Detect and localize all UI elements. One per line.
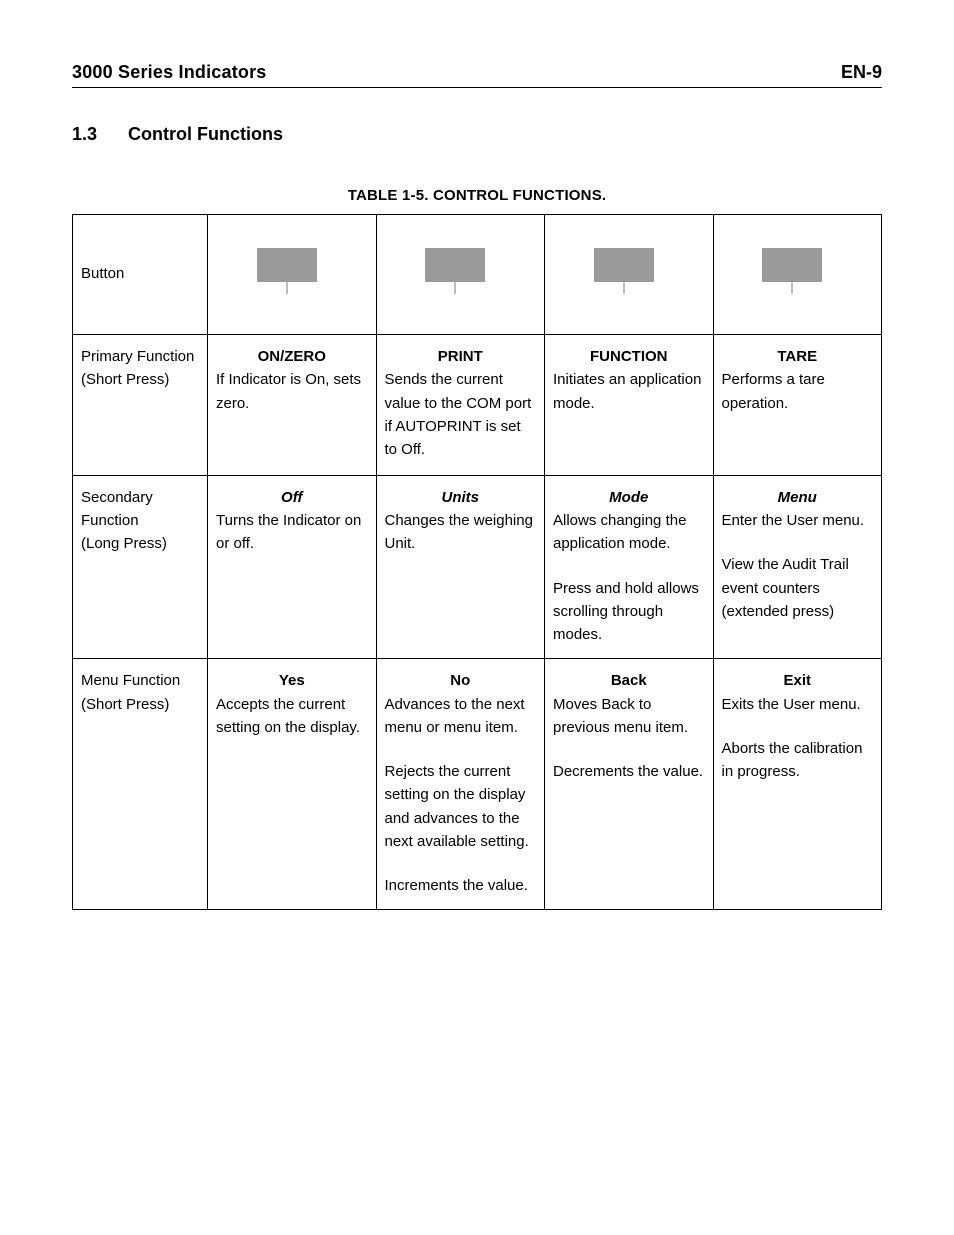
- section-number: 1.3: [72, 124, 97, 145]
- menu-cell-1: Yes Accepts the current setting on the d…: [208, 659, 377, 910]
- fn-desc: Allows changing the application mode.: [553, 509, 705, 556]
- button-col-4: [713, 215, 882, 335]
- fn-desc: If Indicator is On, sets zero.: [216, 368, 368, 415]
- fn-title: ON/ZERO: [216, 345, 368, 368]
- fn-desc: View the Audit Trail event counters (ext…: [722, 553, 874, 623]
- section-heading: 1.3 Control Functions: [72, 124, 882, 145]
- rowhead-button-label: Button: [81, 265, 124, 282]
- rowhead-menu-line1: Menu Function: [81, 672, 180, 689]
- para-gap: [722, 716, 874, 737]
- para-gap: [385, 739, 537, 760]
- fn-desc: Rejects the current setting on the displ…: [385, 760, 537, 853]
- primary-cell-1: ON/ZERO If Indicator is On, sets zero.: [208, 335, 377, 476]
- fn-title: FUNCTION: [553, 345, 705, 368]
- fn-title: Exit: [722, 669, 874, 692]
- fn-desc: Enter the User menu.: [722, 509, 874, 532]
- control-functions-table: Button: [72, 214, 882, 910]
- button-col-2: [376, 215, 545, 335]
- running-header: 3000 Series Indicators EN-9: [72, 62, 882, 88]
- keycap-icon: [590, 242, 668, 298]
- keycap-icon: [758, 242, 836, 298]
- menu-cell-4: Exit Exits the User menu. Aborts the cal…: [713, 659, 882, 910]
- fn-desc: Exits the User menu.: [722, 693, 874, 716]
- fn-desc: Turns the Indicator on or off.: [216, 509, 368, 556]
- page: 3000 Series Indicators EN-9 1.3 Control …: [0, 0, 954, 970]
- section-title: Control Functions: [128, 124, 283, 144]
- fn-desc: Aborts the calibration in progress.: [722, 737, 874, 784]
- para-gap: [553, 739, 705, 760]
- button-col-1: [208, 215, 377, 335]
- rowhead-primary-line2: (Short Press): [81, 371, 169, 388]
- fn-title: Menu: [722, 486, 874, 509]
- table-row-secondary: Secondary Function (Long Press) Off Turn…: [73, 475, 882, 659]
- rowhead-menu-line2: (Short Press): [81, 696, 169, 713]
- fn-title: Units: [385, 486, 537, 509]
- secondary-cell-4: Menu Enter the User menu. View the Audit…: [713, 475, 882, 659]
- rowhead-primary: Primary Function (Short Press): [73, 335, 208, 476]
- para-gap: [385, 853, 537, 874]
- table-row-menu: Menu Function (Short Press) Yes Accepts …: [73, 659, 882, 910]
- fn-title: Back: [553, 669, 705, 692]
- fn-desc: Advances to the next menu or menu item.: [385, 693, 537, 740]
- menu-cell-2: No Advances to the next menu or menu ite…: [376, 659, 545, 910]
- fn-title: PRINT: [385, 345, 537, 368]
- rowhead-secondary-line2: (Long Press): [81, 535, 167, 552]
- fn-desc: Initiates an application mode.: [553, 368, 705, 415]
- fn-title: Off: [216, 486, 368, 509]
- keycap-icon: [421, 242, 499, 298]
- secondary-cell-1: Off Turns the Indicator on or off.: [208, 475, 377, 659]
- rowhead-primary-line1: Primary Function: [81, 348, 194, 365]
- menu-cell-3: Back Moves Back to previous menu item. D…: [545, 659, 714, 910]
- para-gap: [722, 532, 874, 553]
- fn-title: Yes: [216, 669, 368, 692]
- fn-desc: Press and hold allows scrolling through …: [553, 577, 705, 647]
- page-number: EN-9: [841, 62, 882, 83]
- table-caption: TABLE 1-5. CONTROL FUNCTIONS.: [72, 187, 882, 204]
- table-row-button: Button: [73, 215, 882, 335]
- doc-title: 3000 Series Indicators: [72, 62, 267, 83]
- fn-desc: Accepts the current setting on the displ…: [216, 693, 368, 740]
- fn-title: No: [385, 669, 537, 692]
- rowhead-secondary: Secondary Function (Long Press): [73, 475, 208, 659]
- para-gap: [553, 556, 705, 577]
- fn-title: TARE: [722, 345, 874, 368]
- table-row-primary: Primary Function (Short Press) ON/ZERO I…: [73, 335, 882, 476]
- primary-cell-2: PRINT Sends the current value to the COM…: [376, 335, 545, 476]
- rowhead-menu: Menu Function (Short Press): [73, 659, 208, 910]
- fn-desc: Changes the weighing Unit.: [385, 509, 537, 556]
- fn-desc: Performs a tare operation.: [722, 368, 874, 415]
- fn-title: Mode: [553, 486, 705, 509]
- button-col-3: [545, 215, 714, 335]
- fn-desc: Moves Back to previous menu item.: [553, 693, 705, 740]
- fn-desc: Sends the current value to the COM port …: [385, 368, 537, 461]
- rowhead-secondary-line1: Secondary Function: [81, 489, 153, 529]
- rowhead-button: Button: [73, 215, 208, 335]
- keycap-icon: [253, 242, 331, 298]
- primary-cell-4: TARE Performs a tare operation.: [713, 335, 882, 476]
- secondary-cell-2: Units Changes the weighing Unit.: [376, 475, 545, 659]
- fn-desc: Increments the value.: [385, 874, 537, 897]
- secondary-cell-3: Mode Allows changing the application mod…: [545, 475, 714, 659]
- primary-cell-3: FUNCTION Initiates an application mode.: [545, 335, 714, 476]
- fn-desc: Decrements the value.: [553, 760, 705, 783]
